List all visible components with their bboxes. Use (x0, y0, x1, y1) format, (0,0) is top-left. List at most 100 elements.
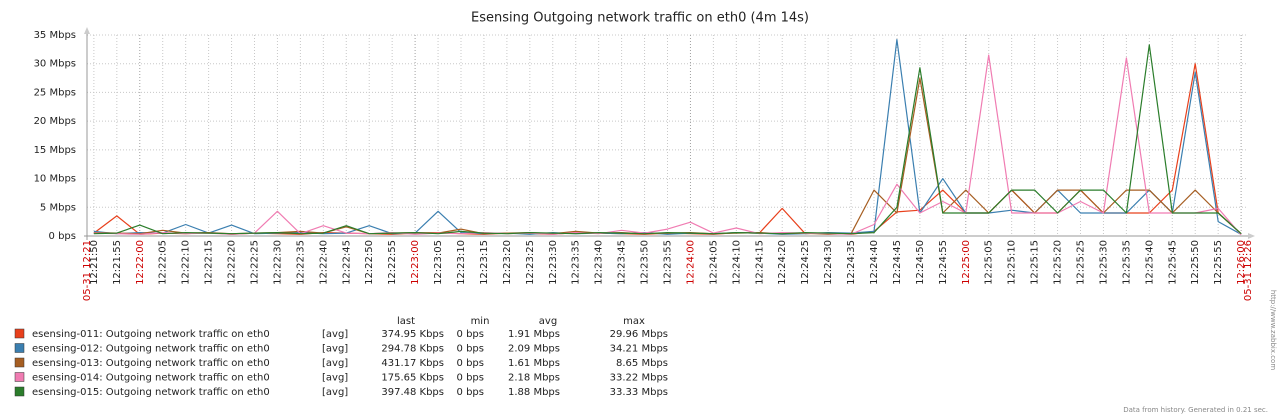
series-line (93, 54, 1242, 236)
x-tick-label: 12:25:00 (961, 240, 972, 285)
legend-swatch (14, 357, 25, 368)
legend-stat: 29.96 Mbps (610, 329, 668, 340)
watermark: http://www.zabbix.com (1269, 290, 1277, 370)
x-tick-label: 12:24:10 (731, 240, 742, 285)
y-tick-label: 15 Mbps (34, 145, 76, 156)
y-tick-label: 10 Mbps (34, 174, 76, 185)
x-tick-label: 12:22:45 (341, 240, 352, 285)
footer: Data from history. Generated in 0.21 sec… (1123, 406, 1268, 414)
legend-stat: 1.91 Mbps (508, 329, 560, 340)
legend-stat: 1.61 Mbps (508, 358, 560, 369)
legend-stat: 34.21 Mbps (610, 344, 668, 355)
legend-func: [avg] (322, 358, 348, 369)
x-tick-label: 12:25:45 (1167, 240, 1178, 285)
y-tick-label: 5 Mbps (40, 202, 76, 213)
x-tick-label: 12:22:30 (272, 240, 283, 285)
x-tick-label: 12:23:45 (617, 240, 628, 285)
x-tick-label: 12:25:30 (1098, 240, 1109, 285)
x-tick-label: 12:23:15 (479, 240, 490, 285)
legend-header: min (471, 316, 490, 327)
x-tick-label: 12:23:40 (594, 240, 605, 285)
legend-func: [avg] (322, 373, 348, 384)
axis-labels: 0 bps 5 Mbps 10 Mbps 15 Mbps 20 Mbps 25 Mbps 3… (34, 30, 1254, 301)
x-tick-label: 12:25:55 (1213, 240, 1224, 285)
x-edge-label: 05-31 12:21 (82, 240, 93, 301)
x-tick-label: 12:24:00 (685, 240, 696, 285)
legend-stat: 33.22 Mbps (610, 373, 668, 384)
x-tick-label: 12:22:40 (318, 240, 329, 285)
x-tick-label: 12:26:00 (1236, 240, 1247, 285)
x-tick-label: 12:23:55 (663, 240, 674, 285)
legend-stat: 397.48 Kbps (381, 387, 444, 398)
legend-stat: 374.95 Kbps (381, 329, 444, 340)
x-tick-label: 12:25:15 (1030, 240, 1041, 285)
legend-name: esensing-012: Outgoing network traffic o… (32, 344, 270, 355)
legend-stat: 0 bps (457, 358, 484, 369)
legend-name: esensing-014: Outgoing network traffic o… (32, 373, 270, 384)
x-tick-label: 12:25:35 (1121, 240, 1132, 285)
legend-stat: 0 bps (457, 344, 484, 355)
x-tick-label: 12:23:20 (502, 240, 513, 285)
grid (87, 34, 1248, 237)
axis-lines (84, 30, 1252, 240)
x-tick-label: 12:24:15 (754, 240, 765, 285)
x-tick-label: 12:22:05 (158, 240, 169, 285)
x-tick-label: 12:24:35 (846, 240, 857, 285)
x-tick-label: 12:23:25 (525, 240, 536, 285)
x-tick-label: 12:24:55 (938, 240, 949, 285)
x-tick-label: 12:23:00 (410, 240, 421, 285)
x-tick-label: 12:25:20 (1053, 240, 1064, 285)
x-axis-arrow (1248, 233, 1255, 239)
y-tick-label: 30 Mbps (34, 59, 76, 70)
y-tick-label: 35 Mbps (34, 30, 76, 41)
x-edge-label: 05-31 12:26 (1243, 240, 1254, 301)
chart-title: Esensing Outgoing network traffic on eth… (471, 11, 809, 26)
legend-header: last (397, 316, 415, 327)
legend-header: max (623, 316, 645, 327)
legend-stat: 175.65 Kbps (381, 373, 444, 384)
legend-swatch (14, 343, 25, 353)
legend-name: esensing-015: Outgoing network traffic o… (32, 387, 270, 398)
x-tick-label: 12:25:05 (984, 240, 995, 285)
legend-func: [avg] (322, 387, 348, 398)
x-tick-label: 12:22:15 (204, 240, 215, 285)
legend-func: [avg] (322, 329, 348, 340)
legend-stat: 2.09 Mbps (508, 344, 560, 355)
legend-swatch (14, 372, 25, 382)
x-tick-label: 12:24:50 (915, 240, 926, 285)
x-tick-label: 12:23:50 (640, 240, 651, 285)
x-tick-label: 12:24:45 (892, 240, 903, 285)
legend-swatch (14, 328, 25, 339)
plot-lines (93, 39, 1242, 236)
x-tick-label: 12:25:10 (1007, 240, 1018, 285)
legend-stat: 2.18 Mbps (508, 373, 560, 384)
legend-name: esensing-013: Outgoing network traffic o… (32, 358, 270, 369)
legend-stat: 0 bps (457, 329, 484, 340)
x-tick-label: 12:24:30 (823, 240, 834, 285)
legend-stat: 33.33 Mbps (610, 387, 668, 398)
legend-stat: 0 bps (457, 373, 484, 384)
x-tick-label: 12:24:40 (869, 240, 880, 285)
legend-func: [avg] (322, 344, 348, 355)
x-tick-label: 12:22:50 (364, 240, 375, 285)
x-tick-label: 12:22:00 (135, 240, 146, 285)
x-tick-label: 12:25:50 (1190, 240, 1201, 285)
y-tick-label: 25 Mbps (34, 87, 76, 98)
legend-stat: 8.65 Mbps (616, 358, 668, 369)
x-tick-label: 12:22:25 (249, 240, 260, 285)
x-tick-label: 12:24:25 (800, 240, 811, 285)
legend-stat: 431.17 Kbps (381, 358, 444, 369)
legend-header: avg (539, 316, 557, 327)
x-tick-label: 12:23:05 (433, 240, 444, 285)
legend-stat: 0 bps (457, 387, 484, 398)
x-tick-label: 12:25:40 (1144, 240, 1155, 285)
legend-stat: 294.78 Kbps (381, 344, 444, 355)
y-axis-arrow (84, 27, 90, 34)
legend-swatch (14, 386, 25, 397)
x-tick-label: 12:24:20 (777, 240, 788, 285)
legend-stat: 1.88 Mbps (508, 387, 560, 398)
legend-name: esensing-011: Outgoing network traffic o… (32, 329, 270, 340)
x-tick-label: 12:25:25 (1076, 240, 1087, 285)
